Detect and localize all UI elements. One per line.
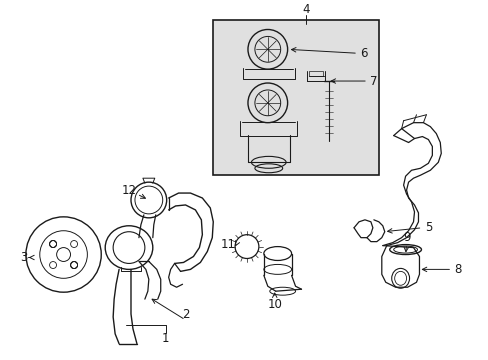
Text: 12: 12 xyxy=(121,184,136,197)
Text: 3: 3 xyxy=(20,251,27,264)
Bar xyxy=(213,19,378,175)
Text: 8: 8 xyxy=(453,263,461,276)
Text: 4: 4 xyxy=(302,3,309,16)
Text: 7: 7 xyxy=(369,75,377,87)
Text: 6: 6 xyxy=(360,47,367,60)
Text: 2: 2 xyxy=(182,307,189,320)
Text: 1: 1 xyxy=(162,332,169,345)
Text: 10: 10 xyxy=(267,298,282,311)
Text: 9: 9 xyxy=(402,231,409,244)
Text: 11: 11 xyxy=(220,238,235,251)
Text: 5: 5 xyxy=(424,221,431,234)
